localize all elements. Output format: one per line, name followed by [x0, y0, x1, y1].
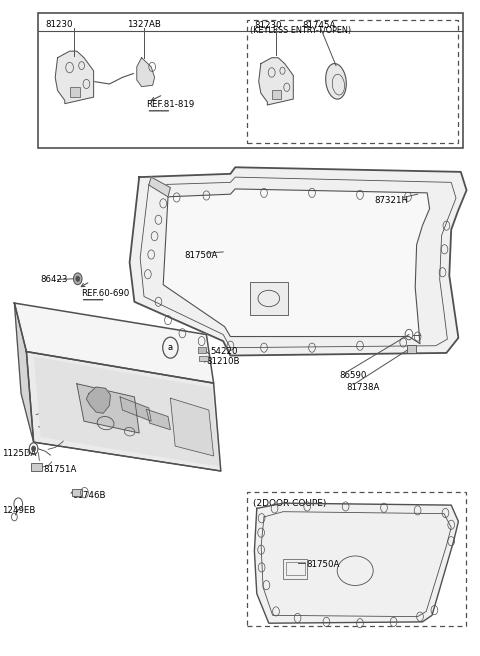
- Polygon shape: [146, 409, 170, 430]
- Bar: [272, 90, 281, 99]
- Polygon shape: [26, 352, 221, 471]
- Bar: [31, 463, 42, 471]
- Bar: [283, 559, 307, 579]
- Polygon shape: [137, 58, 155, 87]
- Text: 81738A: 81738A: [347, 382, 380, 392]
- Polygon shape: [149, 177, 170, 197]
- Bar: [38, 13, 463, 148]
- Text: (2DOOR COUPE): (2DOOR COUPE): [253, 499, 326, 508]
- Text: 1125DA: 1125DA: [2, 449, 37, 459]
- Text: a: a: [168, 343, 173, 352]
- Polygon shape: [130, 167, 467, 356]
- Text: 81745A: 81745A: [302, 21, 336, 30]
- Text: (KEYLESS ENTRY-T/OPEN): (KEYLESS ENTRY-T/OPEN): [250, 26, 351, 35]
- Ellipse shape: [326, 64, 346, 99]
- Bar: [198, 347, 206, 353]
- Text: 87321H: 87321H: [374, 195, 408, 205]
- Polygon shape: [86, 387, 110, 413]
- Circle shape: [73, 273, 82, 285]
- Text: 81750A: 81750A: [306, 560, 340, 569]
- Text: 81751A: 81751A: [43, 465, 77, 474]
- Text: 1249EB: 1249EB: [2, 506, 36, 515]
- Text: 81750A: 81750A: [185, 251, 218, 260]
- Polygon shape: [259, 58, 293, 105]
- Polygon shape: [254, 503, 458, 623]
- Bar: [70, 87, 80, 97]
- Polygon shape: [77, 384, 139, 433]
- Text: 81230: 81230: [254, 21, 282, 30]
- Circle shape: [76, 276, 80, 281]
- Polygon shape: [120, 397, 151, 421]
- Text: 86590: 86590: [340, 371, 367, 380]
- Polygon shape: [170, 398, 214, 456]
- Polygon shape: [14, 303, 214, 383]
- Bar: [247, 20, 458, 143]
- Polygon shape: [14, 303, 34, 442]
- Bar: [199, 356, 208, 361]
- Text: 81210B: 81210B: [206, 357, 240, 366]
- Polygon shape: [163, 189, 430, 344]
- Text: REF.81-819: REF.81-819: [146, 100, 195, 110]
- Bar: [247, 492, 466, 626]
- Polygon shape: [35, 358, 218, 466]
- Bar: [407, 345, 416, 353]
- Text: 86423: 86423: [41, 275, 68, 284]
- Text: 81230: 81230: [46, 20, 73, 30]
- Circle shape: [32, 446, 36, 451]
- Text: 1327AB: 1327AB: [127, 20, 161, 29]
- Text: 81746B: 81746B: [72, 491, 106, 501]
- Bar: [250, 282, 288, 315]
- Bar: [72, 489, 82, 496]
- Bar: [286, 562, 305, 575]
- Text: REF.60-690: REF.60-690: [81, 289, 129, 298]
- Text: 54220: 54220: [210, 347, 238, 356]
- Polygon shape: [55, 51, 94, 104]
